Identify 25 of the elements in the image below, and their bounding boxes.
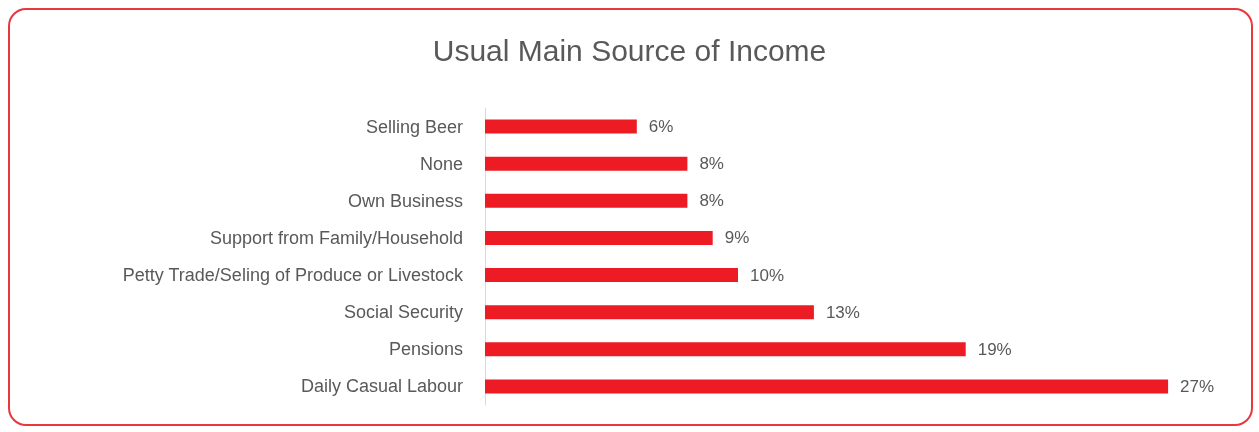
y-tick-label: Selling Beer xyxy=(365,116,463,137)
y-tick-label: None xyxy=(419,153,463,174)
y-tick-label: Daily Casual Labour xyxy=(300,376,463,397)
data-label: 10% xyxy=(750,265,785,285)
bar xyxy=(485,193,688,208)
bar xyxy=(485,119,637,134)
y-tick-label: Social Security xyxy=(343,302,463,323)
y-tick-label: Support from Family/Household xyxy=(209,227,463,248)
y-tick-label: Own Business xyxy=(347,190,463,211)
bar xyxy=(485,268,738,283)
data-label: 8% xyxy=(699,154,724,174)
chart-title: Usual Main Source of Income xyxy=(432,33,827,67)
bar xyxy=(485,379,1169,394)
data-label: 8% xyxy=(699,191,724,211)
y-tick-label: Pensions xyxy=(388,339,463,360)
data-label: 19% xyxy=(977,339,1012,359)
data-label: 27% xyxy=(1180,376,1215,396)
data-label: 6% xyxy=(648,117,674,137)
y-tick-label: Petty Trade/Seling of Produce or Livestock xyxy=(122,265,464,286)
bar xyxy=(485,230,713,245)
bar xyxy=(485,342,966,357)
bar xyxy=(485,156,688,171)
bar xyxy=(485,305,814,320)
data-label: 9% xyxy=(724,228,750,248)
data-label: 13% xyxy=(825,302,860,322)
